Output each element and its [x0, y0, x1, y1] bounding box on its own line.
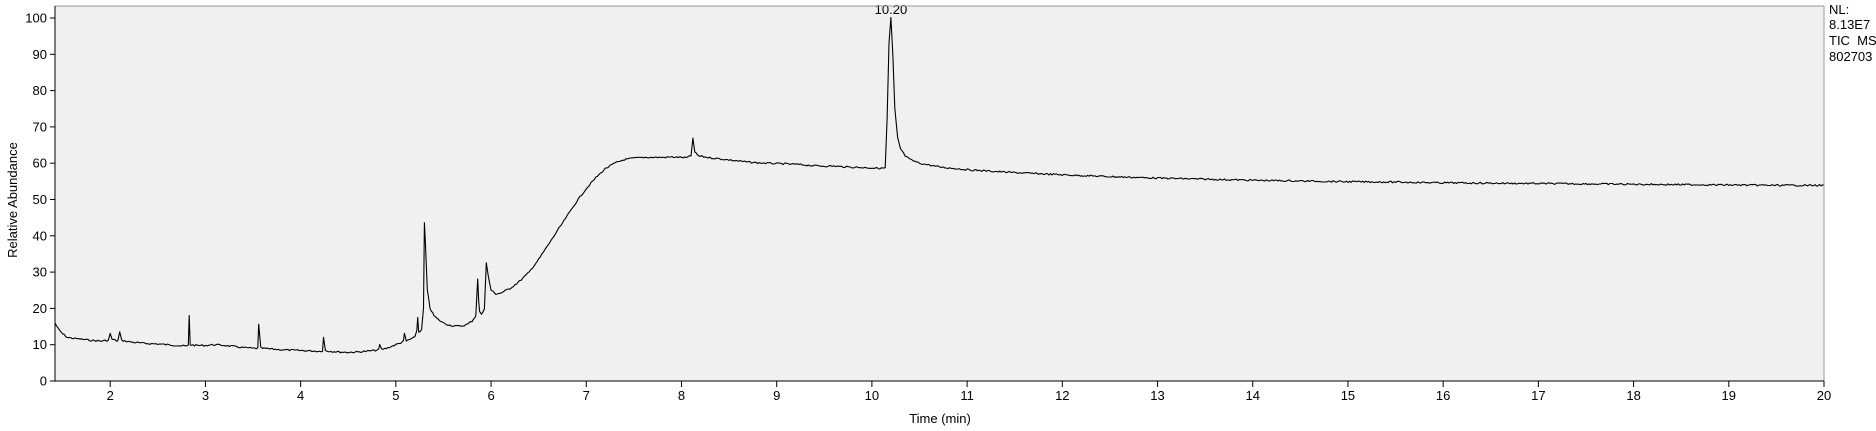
- x-tick-label: 13: [1150, 388, 1164, 403]
- info-line: NL:: [1829, 2, 1850, 17]
- x-tick-label: 9: [773, 388, 780, 403]
- x-tick-label: 17: [1531, 388, 1545, 403]
- x-tick-label: 18: [1626, 388, 1640, 403]
- x-tick-label: 10: [865, 388, 879, 403]
- x-tick-label: 7: [583, 388, 590, 403]
- y-tick-label: 50: [33, 192, 47, 207]
- x-tick-label: 8: [678, 388, 685, 403]
- x-tick-label: 19: [1722, 388, 1736, 403]
- y-tick-label: 30: [33, 265, 47, 280]
- y-tick-label: 70: [33, 119, 47, 134]
- y-axis: 0 10 20 30 40 50 60 70 80 90 100: [25, 11, 55, 389]
- peak-labels: 10.20: [875, 2, 908, 17]
- y-tick-label: 90: [33, 47, 47, 62]
- x-tick-label: 4: [297, 388, 304, 403]
- peak-label: 10.20: [875, 2, 908, 17]
- x-axis-title: Time (min): [909, 411, 971, 426]
- x-tick-label: 2: [107, 388, 114, 403]
- y-tick-label: 10: [33, 337, 47, 352]
- plot-area: [55, 6, 1824, 381]
- y-axis-title: Relative Abundance: [5, 142, 20, 258]
- x-axis: 2 3 4 5 6 7 8 9 10 11 12 13 14 15 16 17 18 19 20: [107, 381, 1831, 403]
- x-tick-label: 15: [1341, 388, 1355, 403]
- info-line: 8.13E7: [1829, 17, 1871, 32]
- y-tick-label: 60: [33, 156, 47, 171]
- x-tick-label: 12: [1055, 388, 1069, 403]
- x-tick-label: 16: [1436, 388, 1450, 403]
- x-tick-label: 11: [960, 388, 974, 403]
- x-tick-label: 20: [1817, 388, 1831, 403]
- x-tick-label: 5: [392, 388, 399, 403]
- x-tick-label: 14: [1246, 388, 1260, 403]
- info-line: 802703: [1829, 49, 1873, 64]
- tic-trace-line: [54, 17, 1825, 354]
- y-tick-label: 40: [33, 228, 47, 243]
- y-tick-label: 80: [33, 83, 47, 98]
- y-tick-label: 0: [40, 374, 47, 389]
- y-tick-label: 20: [33, 301, 47, 316]
- y-tick-label: 100: [25, 11, 47, 26]
- x-tick-label: 6: [487, 388, 494, 403]
- x-tick-label: 3: [202, 388, 209, 403]
- info-line: TIC MS: [1829, 33, 1876, 48]
